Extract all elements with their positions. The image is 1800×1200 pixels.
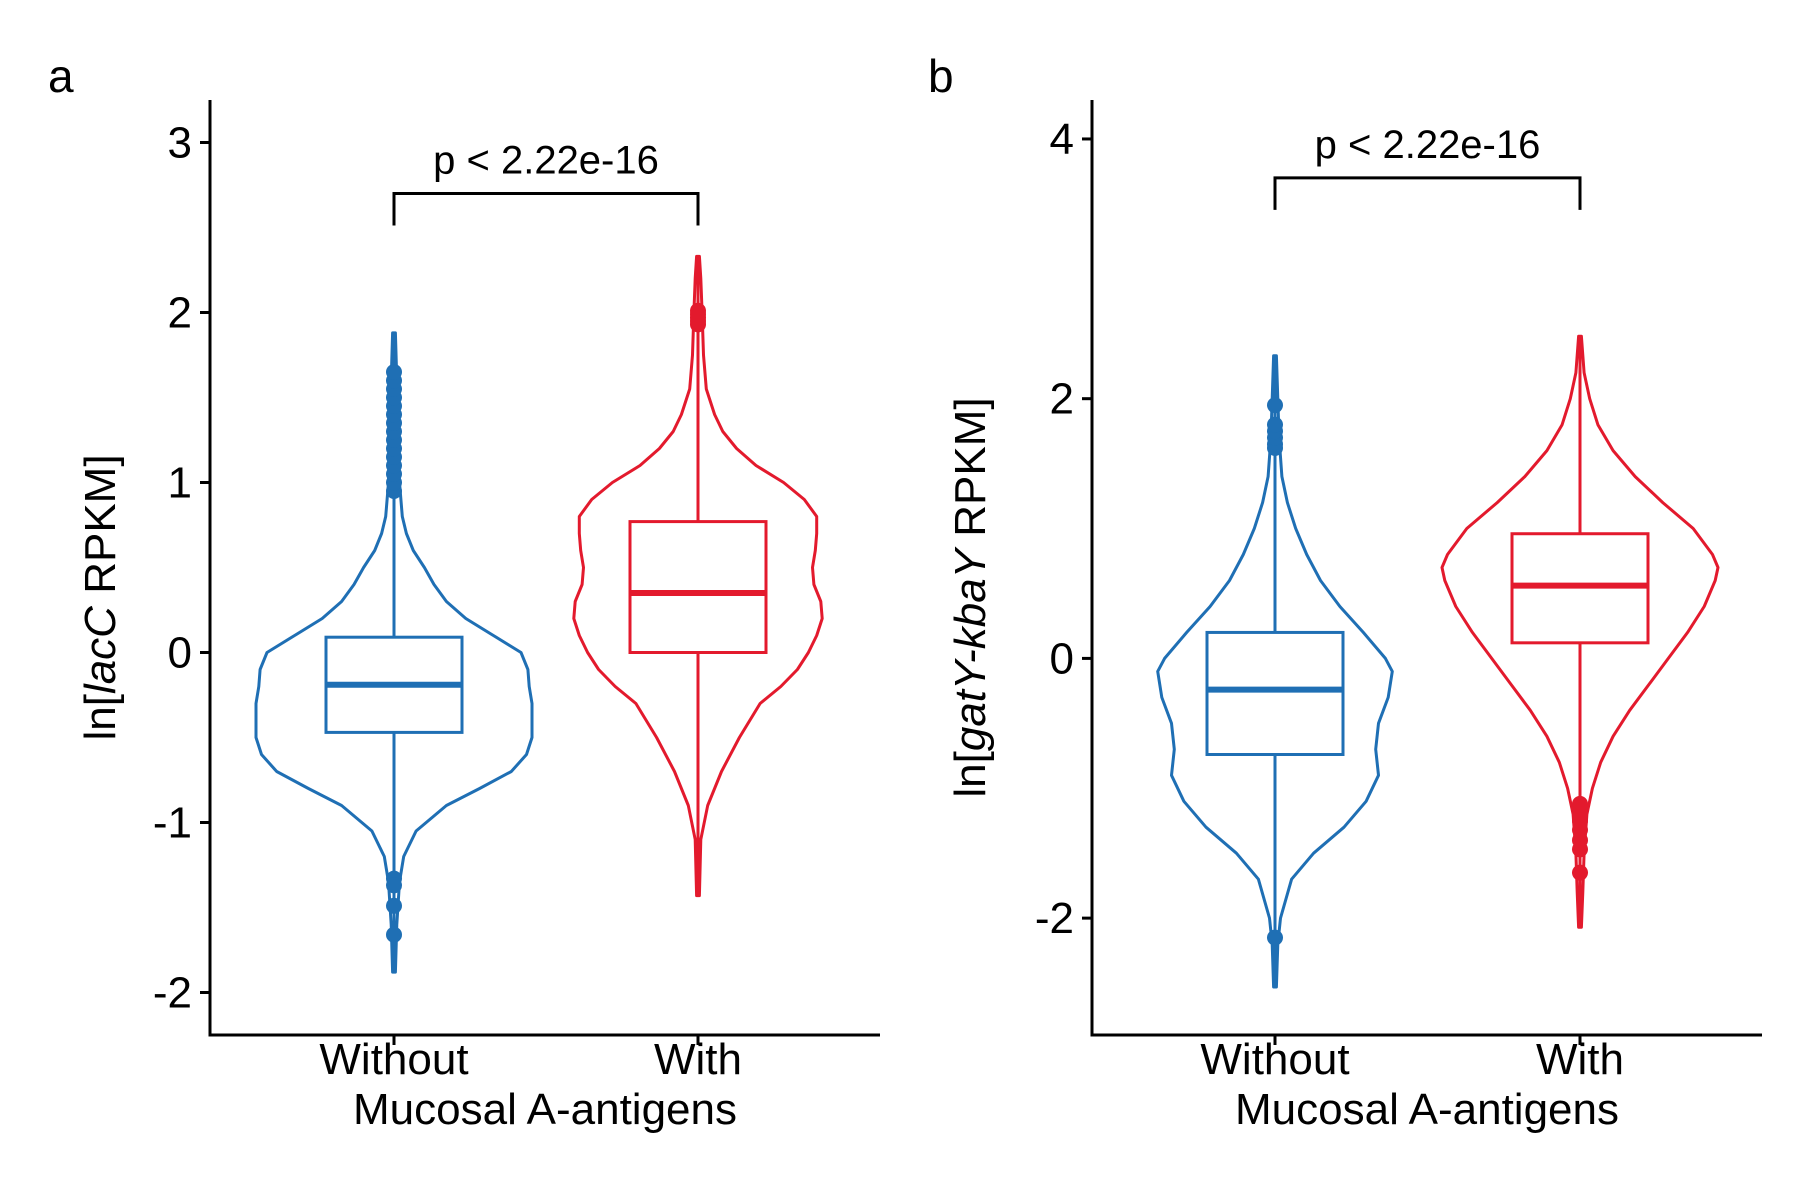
y-axis-title-prefix: ln[ bbox=[76, 694, 125, 740]
y-axis-title-gene: gatY-kbaY bbox=[946, 546, 995, 751]
violin-outline bbox=[1440, 334, 1720, 929]
y-axis-title: ln[gatY-kbaY RPKM] bbox=[946, 397, 995, 797]
y-tick-label: -2 bbox=[153, 969, 192, 1018]
y-tick-label: 2 bbox=[168, 289, 192, 338]
y-tick-label: 2 bbox=[1050, 375, 1074, 424]
box-iqr bbox=[628, 520, 768, 654]
outlier-point bbox=[690, 302, 706, 319]
y-tick-label: 0 bbox=[1050, 634, 1074, 683]
series-without bbox=[254, 331, 534, 974]
y-axis-title-suffix: RPKM] bbox=[76, 454, 125, 606]
x-tick-label: With bbox=[1536, 1035, 1624, 1084]
significance-bracket bbox=[392, 192, 700, 226]
outlier-point bbox=[1267, 397, 1283, 414]
outlier-point bbox=[386, 877, 402, 894]
series-without bbox=[1156, 354, 1394, 989]
series-with bbox=[572, 254, 824, 898]
p-value-label: p < 2.22e-16 bbox=[1315, 123, 1541, 167]
violin-outline bbox=[1156, 354, 1394, 989]
y-axis-title-suffix: RPKM] bbox=[946, 397, 995, 549]
box-iqr bbox=[1205, 630, 1345, 756]
outlier-point bbox=[1267, 416, 1283, 433]
outlier-point bbox=[386, 364, 402, 380]
panel-letter: a bbox=[48, 50, 74, 102]
y-axis-title: ln[lacC RPKM] bbox=[76, 454, 125, 740]
x-tick-label: Without bbox=[1200, 1035, 1349, 1084]
y-tick-label: 3 bbox=[168, 119, 192, 168]
panel-letter: b bbox=[928, 50, 954, 102]
outlier-point bbox=[1267, 929, 1283, 946]
outlier-point bbox=[386, 897, 402, 914]
y-tick-label: 4 bbox=[1050, 115, 1074, 164]
x-tick-label: With bbox=[654, 1035, 742, 1084]
y-axis-title-gene: lacC bbox=[76, 605, 125, 694]
y-tick-label: 1 bbox=[168, 459, 192, 508]
x-tick-label: Without bbox=[319, 1035, 468, 1084]
outlier-point bbox=[1572, 841, 1588, 858]
series-with bbox=[1440, 334, 1720, 929]
x-axis-title: Mucosal A-antigens bbox=[1235, 1085, 1619, 1134]
y-tick-label: -2 bbox=[1035, 894, 1074, 943]
y-tick-label: 0 bbox=[168, 629, 192, 678]
y-tick-label: -1 bbox=[153, 799, 192, 848]
x-axis-title: Mucosal A-antigens bbox=[353, 1085, 737, 1134]
y-axis-title-prefix: ln[ bbox=[946, 751, 995, 797]
outlier-point bbox=[1572, 864, 1588, 881]
p-value-label: p < 2.22e-16 bbox=[433, 139, 659, 183]
outlier-point bbox=[386, 926, 402, 943]
significance-bracket bbox=[1273, 176, 1582, 210]
